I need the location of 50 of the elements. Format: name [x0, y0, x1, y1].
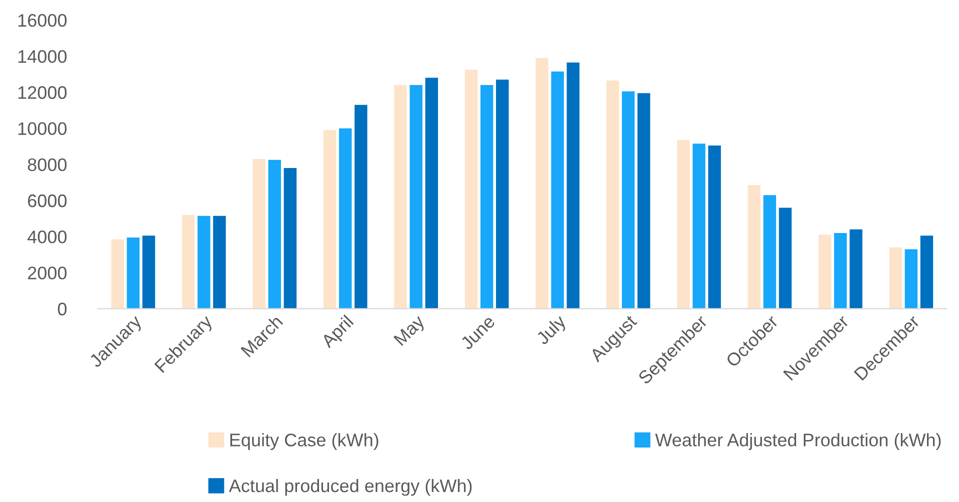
y-tick-label: 6000 — [28, 194, 67, 208]
bar — [284, 168, 297, 309]
bar — [748, 185, 761, 309]
bar — [268, 160, 281, 309]
bar — [142, 236, 156, 309]
bar — [850, 229, 862, 309]
bar — [198, 216, 210, 309]
bar — [818, 234, 832, 309]
bar — [536, 58, 548, 309]
bar — [464, 70, 478, 309]
y-tick-label: 0 — [58, 302, 67, 316]
x-tick-label: May — [393, 314, 428, 349]
bar — [708, 145, 721, 309]
y-tick-label: 14000 — [18, 50, 67, 63]
legend-label: Actual produced energy (kWh) — [228, 478, 472, 496]
legend-label: Weather Adjusted Production (kWh) — [655, 433, 941, 450]
bar — [677, 140, 690, 309]
y-tick-label: 10000 — [18, 122, 67, 136]
bar — [126, 237, 140, 309]
y-tick-label: 8000 — [28, 158, 67, 172]
y-tick-label: 2000 — [28, 266, 67, 280]
legend-label: Equity Case (kWh) — [230, 433, 378, 450]
x-tick-label: July — [535, 314, 570, 348]
bar — [692, 144, 706, 309]
bar — [182, 214, 195, 309]
bar — [551, 71, 564, 309]
y-tick-label: 4000 — [28, 230, 67, 244]
y-tick-label: 12000 — [18, 86, 67, 99]
bar — [566, 62, 580, 309]
bar — [354, 104, 368, 309]
bar — [606, 80, 620, 309]
bar — [480, 85, 494, 309]
bar — [778, 208, 792, 309]
bar — [622, 91, 635, 309]
bar — [834, 232, 847, 309]
bar — [213, 216, 226, 309]
bar — [394, 85, 407, 309]
y-tick-label: 16000 — [18, 14, 67, 27]
bar — [410, 85, 422, 309]
bar — [111, 239, 124, 309]
bar — [637, 93, 650, 309]
bar — [904, 249, 918, 309]
bar — [323, 130, 336, 309]
bar — [920, 236, 934, 309]
bar — [425, 78, 438, 309]
bar — [763, 195, 776, 309]
bar — [496, 80, 509, 309]
bar — [338, 128, 352, 309]
bar — [889, 247, 902, 309]
bar — [252, 158, 266, 309]
